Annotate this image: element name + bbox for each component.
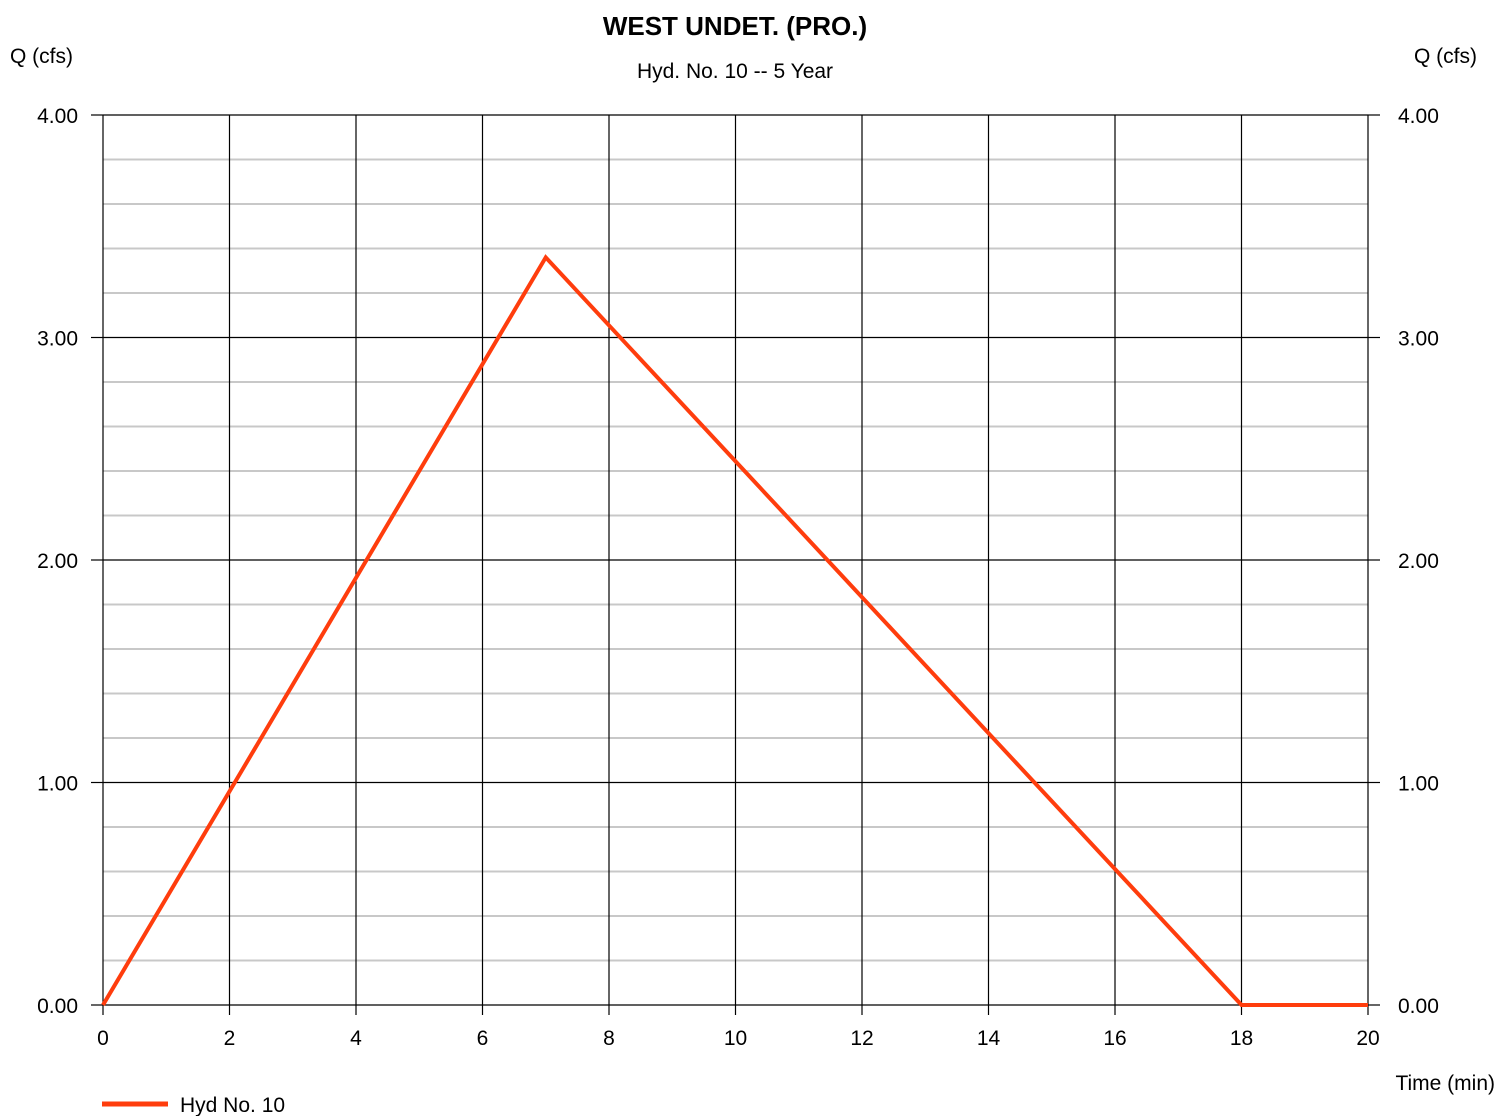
x-axis-label: Time (min)	[1395, 1072, 1495, 1095]
x-tick-label: 20	[1356, 1027, 1379, 1050]
x-tick-label: 10	[724, 1027, 747, 1050]
legend: Hyd No. 10	[102, 1094, 285, 1116]
y-tick-label-right: 3.00	[1398, 328, 1439, 351]
y-tick-label-left: 4.00	[37, 105, 78, 128]
y-axis-label-right: Q (cfs)	[1414, 45, 1477, 68]
x-tick-label: 6	[477, 1027, 489, 1050]
axis-ticks	[91, 114, 1380, 1015]
y-tick-label-left: 0.00	[37, 995, 78, 1018]
y-tick-label-right: 1.00	[1398, 773, 1439, 796]
y-tick-label-right: 0.00	[1398, 995, 1439, 1018]
y-axis-label-left: Q (cfs)	[10, 45, 73, 68]
x-tick-label: 4	[350, 1027, 362, 1050]
chart-title: WEST UNDET. (PRO.)	[603, 11, 867, 41]
y-tick-label-left: 3.00	[37, 328, 78, 351]
x-tick-label: 16	[1103, 1027, 1126, 1050]
series-line-hyd-no-10	[101, 254, 1368, 1007]
series-layer	[101, 254, 1368, 1007]
x-tick-label: 18	[1230, 1027, 1253, 1050]
x-tick-label: 8	[603, 1027, 615, 1050]
y-tick-label-right: 4.00	[1398, 105, 1439, 128]
tick-labels: 0.00 0.00 1.00 1.00 2.00 2.00 3.00 3.00 4.00 4.00…	[37, 105, 1439, 1050]
y-tick-label-left: 2.00	[37, 550, 78, 573]
y-tick-label-right: 2.00	[1398, 550, 1439, 573]
x-tick-label: 0	[97, 1027, 109, 1050]
x-tick-label: 2	[224, 1027, 236, 1050]
legend-label-hyd-no-10: Hyd No. 10	[180, 1094, 285, 1116]
y-tick-label-left: 1.00	[37, 773, 78, 796]
x-tick-label: 14	[977, 1027, 1001, 1050]
chart-subtitle: Hyd. No. 10 -- 5 Year	[637, 60, 833, 83]
x-tick-label: 12	[850, 1027, 873, 1050]
